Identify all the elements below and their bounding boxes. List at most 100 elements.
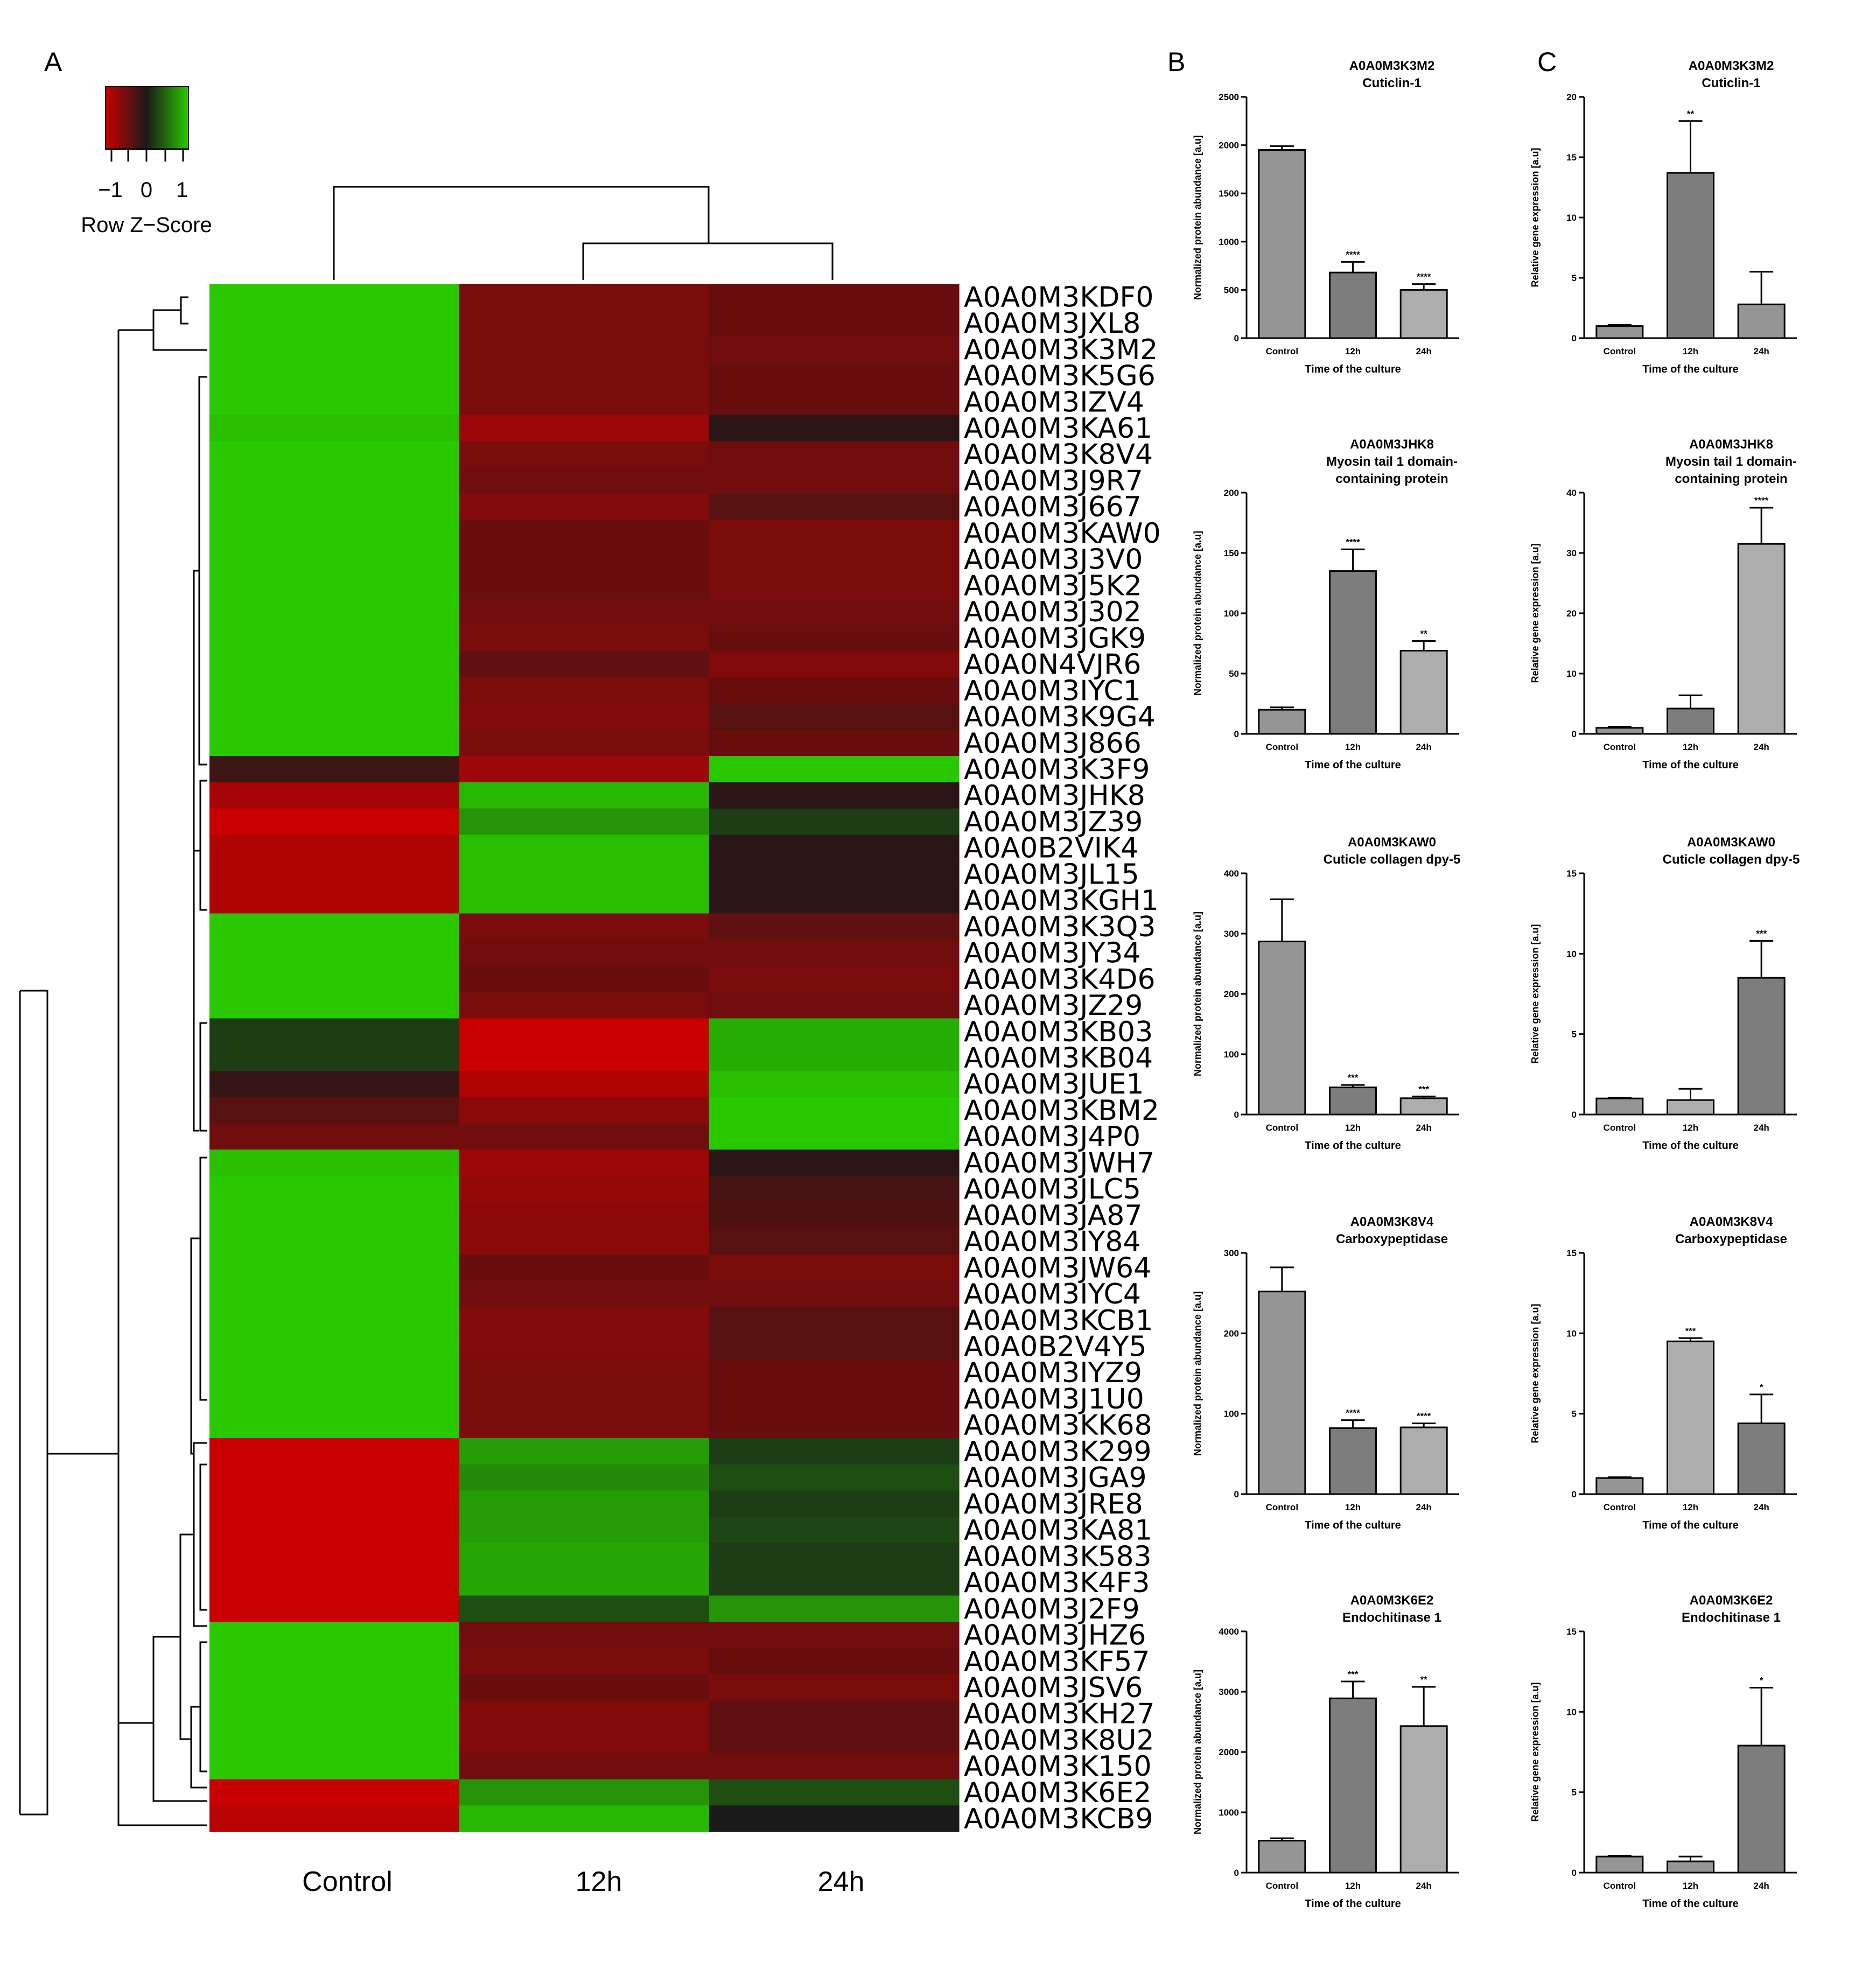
bar — [1737, 977, 1786, 1116]
heatmap-cell — [209, 546, 460, 573]
y-axis-label: Relative gene expression [a.u] — [1530, 148, 1541, 287]
heatmap-cell — [459, 651, 710, 678]
heatmap-cell — [459, 1648, 710, 1675]
heatmap-cell — [459, 1753, 710, 1780]
heatmap-cell — [459, 546, 710, 573]
heatmap-cell — [459, 625, 710, 651]
heatmap-row-label: A0A0M3IYZ9 — [964, 1357, 1142, 1389]
heatmap-cell — [709, 913, 960, 940]
heatmap-cell — [209, 467, 460, 494]
chart-title: A0A0M3K8V4 — [1350, 1215, 1434, 1229]
bar — [1399, 1426, 1448, 1495]
row-dendrogram — [19, 296, 207, 1826]
y-tick-label: 10 — [1566, 1707, 1577, 1717]
heatmap-cell — [459, 1464, 710, 1491]
heatmap-cell — [459, 1700, 710, 1727]
y-tick-label: 0 — [1572, 729, 1577, 739]
y-tick-label: 400 — [1224, 868, 1239, 879]
y-tick-label: 200 — [1224, 488, 1239, 498]
heatmap-cell — [459, 1490, 710, 1517]
chart-title: Endochitinase 1 — [1342, 1610, 1441, 1625]
y-axis-label: Relative gene expression [a.u] — [1530, 924, 1541, 1063]
chart-title: containing protein — [1675, 472, 1787, 486]
heatmap-cell — [709, 1674, 960, 1701]
heatmap-cell — [209, 1045, 460, 1071]
heatmap-cell — [459, 1385, 710, 1412]
bar — [1258, 1291, 1306, 1495]
y-tick-label: 300 — [1224, 1248, 1239, 1258]
heatmap-row-label: A0A0M3KB03 — [964, 1016, 1153, 1048]
heatmap-cell — [709, 782, 960, 809]
significance-label: **** — [1417, 272, 1431, 282]
bar-chart: A0A0M3K3M2 Cuticlin-1 0 5 10 15 20 Relative gen… — [1530, 59, 1797, 375]
heatmap-row-label: A0A0M3KAW0 — [964, 517, 1161, 550]
heatmap-cell — [209, 1412, 460, 1439]
heatmap-row-label: A0A0M3JLC5 — [964, 1173, 1141, 1206]
heatmap-row-label: A0A0M3K8V4 — [964, 439, 1153, 471]
significance-label: *** — [1685, 1326, 1696, 1336]
heatmap-cell — [709, 1622, 960, 1649]
heatmap-cell — [459, 887, 710, 914]
x-tick-label: 24h — [1416, 1123, 1432, 1133]
bar — [1329, 1087, 1377, 1116]
heatmap-cell — [459, 493, 710, 521]
heatmap-cell — [459, 1045, 710, 1071]
x-tick-label: 24h — [1416, 1881, 1432, 1891]
bar-chart: A0A0M3JHK8 Myosin tail 1 domain-containin… — [1530, 437, 1797, 771]
x-axis-label: Time of the culture — [1305, 759, 1401, 771]
heatmap-row-label: A0A0M3J9R7 — [964, 465, 1143, 497]
x-axis-label: Time of the culture — [1305, 1140, 1401, 1152]
heatmap-row-label: A0A0M3K9G4 — [964, 701, 1156, 733]
y-tick-label: 10 — [1566, 213, 1577, 223]
bar — [1667, 1340, 1714, 1495]
heatmap-cell — [459, 1595, 710, 1622]
heatmap-cell — [459, 1674, 710, 1701]
heatmap-cell — [209, 1674, 460, 1701]
bar — [1399, 649, 1448, 735]
y-axis-label: Normalized protein abundance [a.u] — [1192, 135, 1203, 300]
color-key-title: Row Z−Score — [81, 213, 212, 237]
y-tick-label: 150 — [1224, 548, 1239, 558]
heatmap-row-label: A0A0M3J866 — [964, 727, 1142, 760]
x-axis-label: Time of the culture — [1642, 759, 1739, 771]
heatmap-cell — [459, 1805, 710, 1832]
heatmap-cell — [709, 1307, 960, 1334]
bar — [1329, 271, 1377, 339]
y-tick-label: 1000 — [1219, 1807, 1239, 1818]
heatmap-cell — [459, 965, 710, 993]
heatmap-cell — [459, 1228, 710, 1255]
bar-chart: A0A0M3K6E2 Endochitinase 1 0 1000 2000 3000 40… — [1192, 1593, 1459, 1910]
y-tick-label: 0 — [1234, 729, 1239, 739]
heatmap-row-label: A0A0M3JA87 — [964, 1200, 1142, 1232]
y-tick-label: 1000 — [1219, 237, 1239, 247]
y-tick-label: 15 — [1566, 152, 1577, 163]
heatmap-cell — [209, 1595, 460, 1622]
heatmap-cell — [459, 284, 710, 311]
heatmap-cell — [209, 1228, 460, 1255]
y-tick-label: 5 — [1572, 1409, 1577, 1419]
heatmap-cell — [459, 1412, 710, 1439]
x-tick-label: Control — [1266, 1881, 1298, 1891]
chart-title: containing protein — [1335, 472, 1448, 486]
bar — [1667, 1860, 1714, 1874]
heatmap-cell — [209, 835, 460, 861]
x-tick-label: 12h — [1683, 1123, 1698, 1133]
y-tick-label: 0 — [1234, 1868, 1239, 1878]
chart-title: A0A0M3K3M2 — [1689, 59, 1774, 73]
heatmap-cell — [459, 1569, 710, 1596]
bar — [1595, 325, 1644, 339]
y-tick-label: 200 — [1224, 989, 1239, 999]
heatmap-row-label: A0A0M3JXL8 — [964, 307, 1140, 340]
heatmap-cell — [709, 808, 960, 835]
bar — [1258, 149, 1306, 339]
heatmap-row-label: A0A0M3J667 — [964, 491, 1142, 523]
heatmap-cell — [209, 1359, 460, 1386]
heatmap-cell — [209, 284, 460, 311]
bar-chart-panels: A0A0M3K3M2Cuticlin-105001000150020002500… — [1192, 59, 1800, 1910]
bar — [1329, 570, 1377, 735]
bar — [1737, 303, 1786, 339]
significance-label: **** — [1346, 537, 1360, 547]
heatmap-row-label: A0A0M3KCB9 — [964, 1803, 1153, 1835]
heatmap-cell — [209, 913, 460, 940]
heatmap-cell — [709, 1228, 960, 1255]
